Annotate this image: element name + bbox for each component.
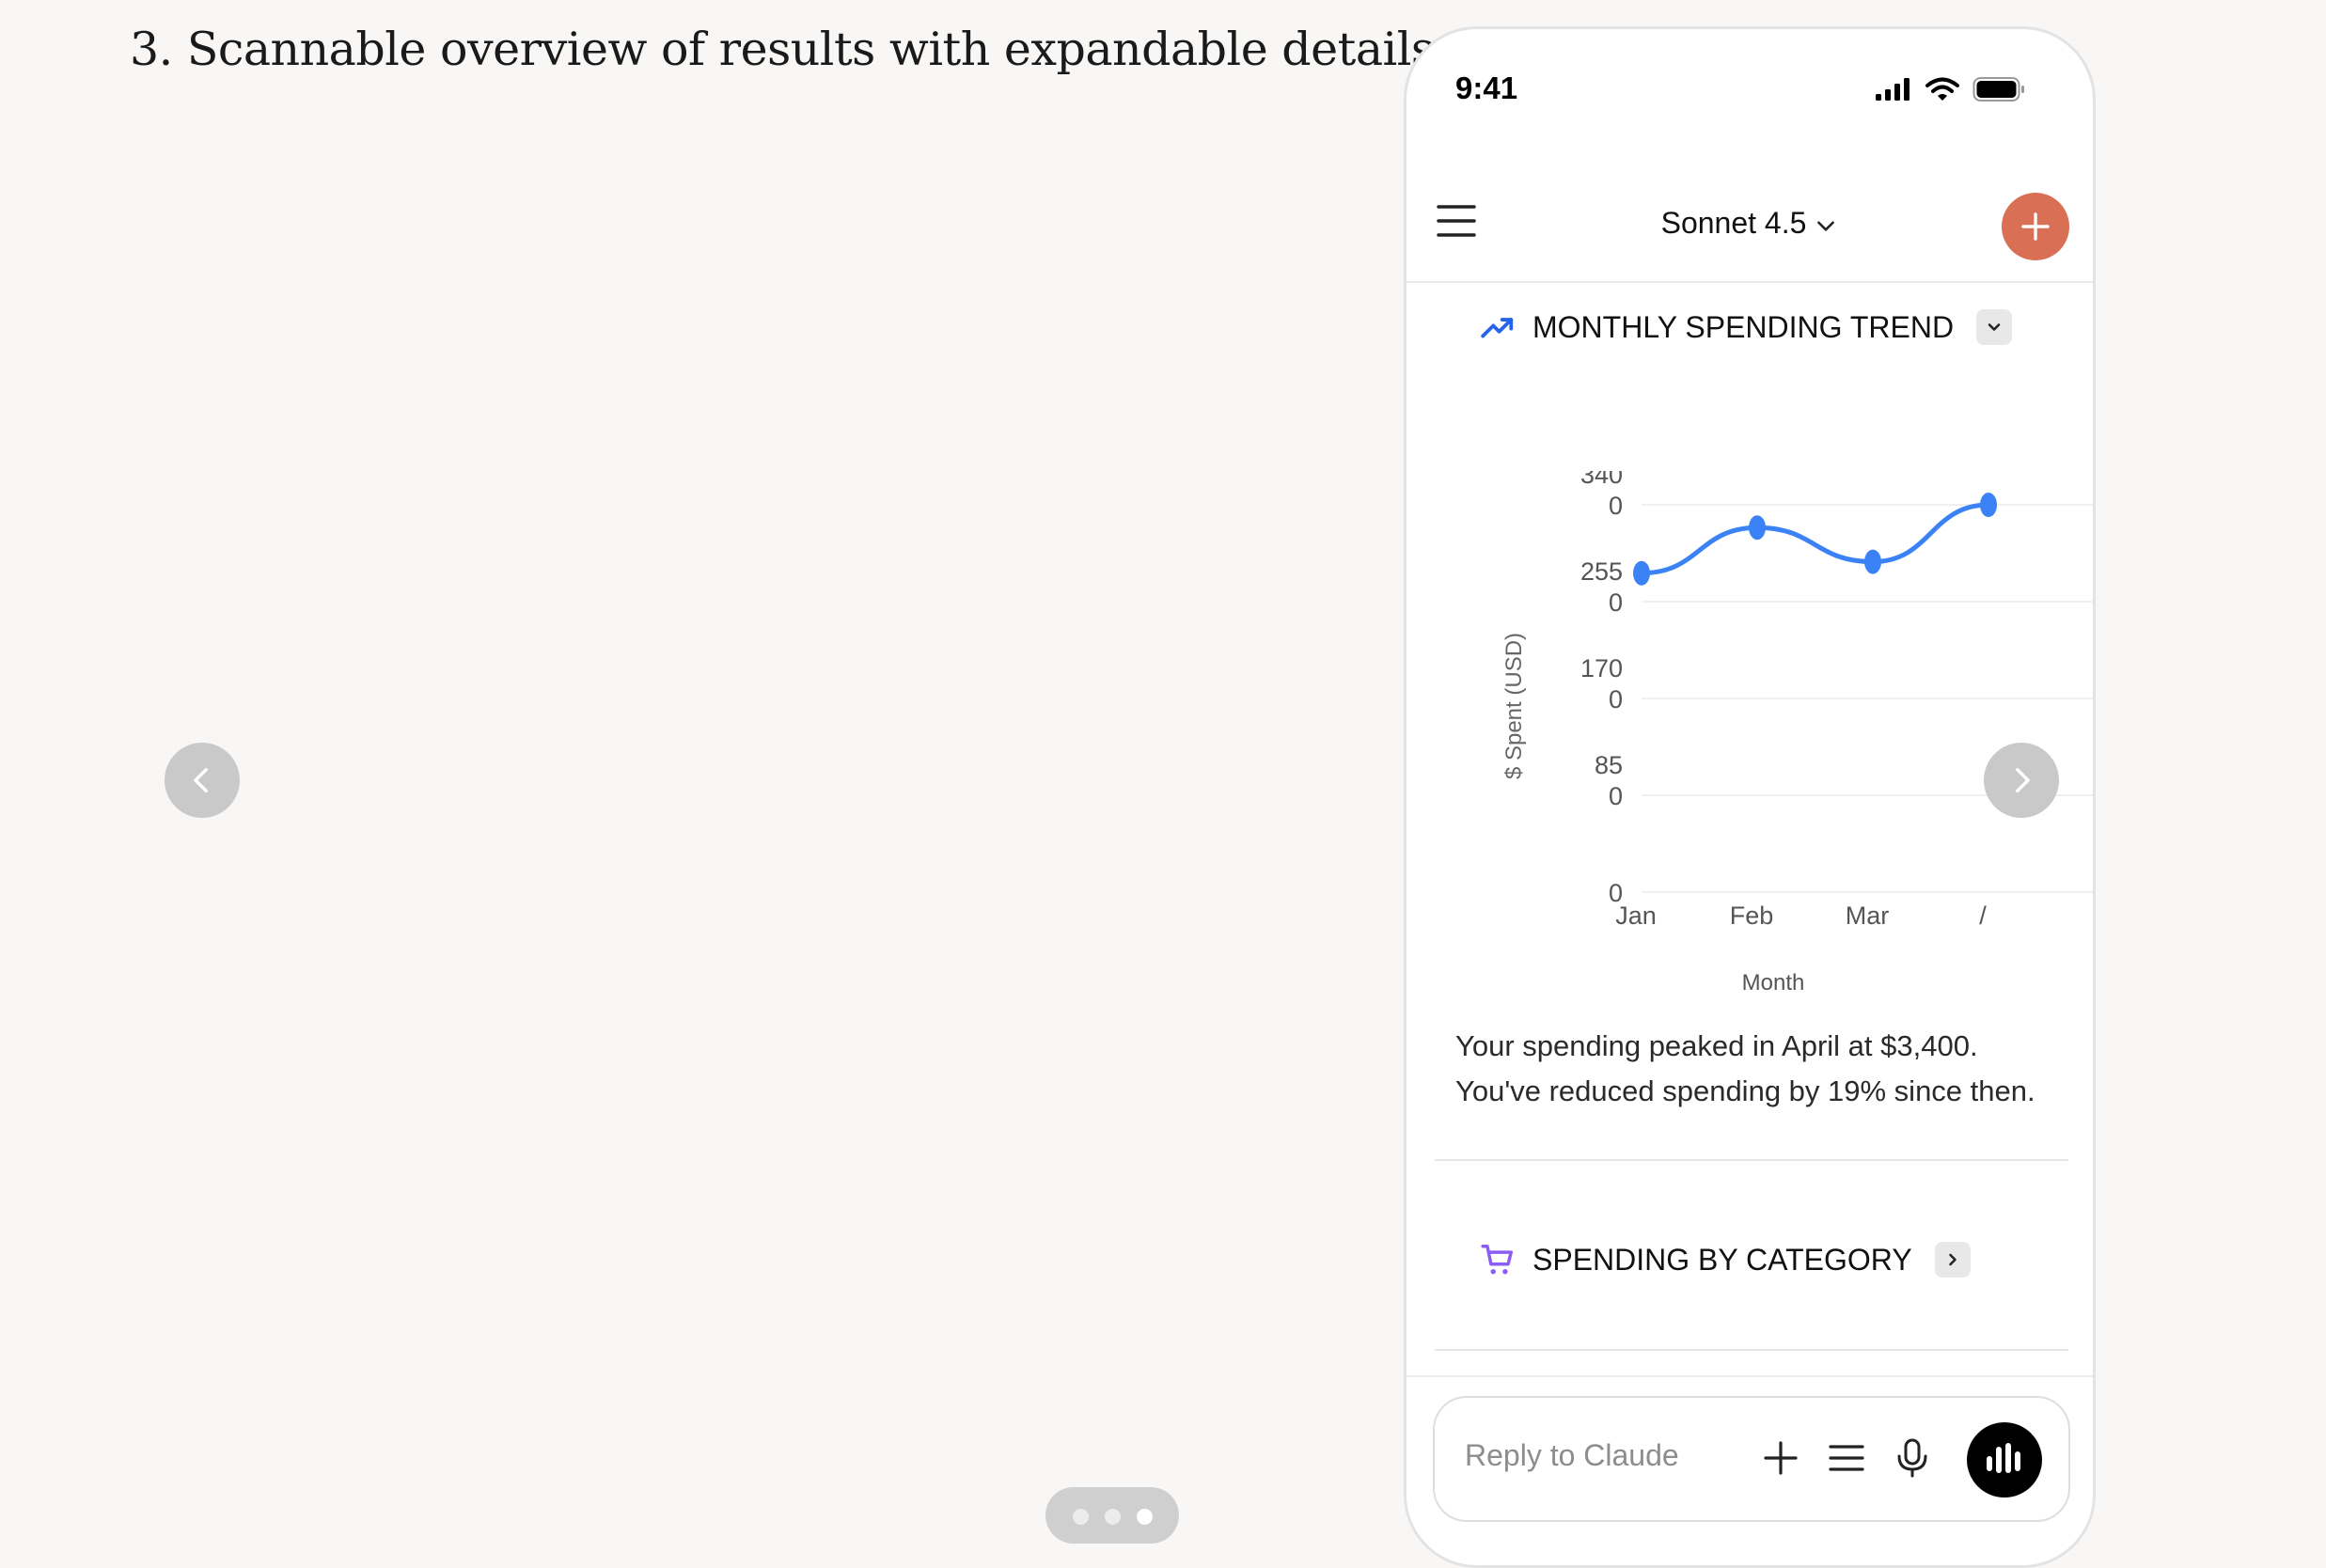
y-tick-label: 0 bbox=[1609, 782, 1623, 810]
x-tick-label: Mar bbox=[1846, 902, 1890, 930]
section-title: SPENDING BY CATEGORY bbox=[1532, 1242, 1912, 1277]
phone-frame: 9:41 Sonn bbox=[1404, 26, 2096, 1568]
section-spending-by-category[interactable]: SPENDING BY CATEGORY bbox=[1480, 1242, 1971, 1278]
y-tick-label: 85 bbox=[1595, 751, 1623, 779]
new-chat-button[interactable] bbox=[2002, 193, 2069, 260]
y-tick-label: 0 bbox=[1609, 685, 1623, 713]
section-divider bbox=[1435, 1159, 2068, 1161]
data-point bbox=[1749, 515, 1766, 541]
data-point bbox=[1980, 493, 1997, 517]
pagination-dot[interactable] bbox=[1104, 1509, 1121, 1525]
model-selector[interactable]: Sonnet 4.5 bbox=[1407, 206, 2093, 241]
expand-toggle[interactable] bbox=[1934, 1242, 1971, 1278]
pagination-dot[interactable] bbox=[1136, 1509, 1153, 1525]
y-tick-label: 255 bbox=[1580, 557, 1623, 586]
reply-box bbox=[1433, 1396, 2070, 1522]
reply-input[interactable] bbox=[1463, 1437, 1749, 1474]
y-tick-label: 0 bbox=[1609, 492, 1623, 520]
status-time: 9:41 bbox=[1455, 71, 1518, 105]
chevron-down-icon bbox=[1988, 323, 2001, 331]
next-slide-button[interactable] bbox=[1984, 743, 2059, 818]
y-axis-label: $ Spent (USD) bbox=[1501, 633, 1527, 779]
section-divider bbox=[1435, 1349, 2068, 1351]
wifi-icon bbox=[1925, 77, 1959, 101]
x-tick-label: Jan bbox=[1615, 902, 1657, 930]
menu-icon[interactable] bbox=[1437, 203, 1476, 239]
app-header: Sonnet 4.5 bbox=[1407, 161, 2093, 283]
microphone-icon[interactable] bbox=[1892, 1437, 1933, 1479]
model-name: Sonnet 4.5 bbox=[1660, 206, 1807, 240]
x-tick-label: / bbox=[1979, 902, 1987, 930]
collapse-toggle[interactable] bbox=[1976, 309, 2013, 345]
section-monthly-spending-trend[interactable]: MONTHLY SPENDING TREND bbox=[1480, 309, 2013, 345]
y-tick-label: 340 bbox=[1580, 471, 1623, 489]
cart-icon bbox=[1481, 1245, 1513, 1275]
y-tick-label: 0 bbox=[1609, 879, 1623, 907]
plus-icon bbox=[2021, 212, 2050, 241]
y-tick-label: 0 bbox=[1609, 588, 1623, 617]
x-axis-label: Month bbox=[1742, 970, 1805, 996]
chevron-left-icon bbox=[194, 767, 208, 793]
chevron-right-icon bbox=[2016, 767, 2030, 793]
status-bar: 9:41 bbox=[1407, 29, 2093, 151]
previous-slide-button[interactable] bbox=[165, 743, 240, 818]
section-title: MONTHLY SPENDING TREND bbox=[1532, 309, 1955, 344]
data-point bbox=[1633, 560, 1650, 586]
x-tick-label: Feb bbox=[1730, 902, 1774, 930]
pagination-dot[interactable] bbox=[1072, 1509, 1089, 1525]
audio-waveform-icon bbox=[1987, 1443, 2020, 1473]
add-attachment-icon[interactable] bbox=[1760, 1437, 1801, 1479]
data-point bbox=[1864, 549, 1881, 574]
y-tick-label: 170 bbox=[1580, 654, 1623, 682]
slide-caption: 3. Scannable overview of results with ex… bbox=[130, 23, 1435, 76]
trend-up-icon bbox=[1481, 318, 1514, 338]
chevron-down-icon bbox=[1817, 220, 1835, 231]
chevron-right-icon bbox=[1948, 1253, 1957, 1266]
battery-icon bbox=[1972, 77, 2024, 102]
options-icon[interactable] bbox=[1826, 1437, 1867, 1479]
series-line bbox=[1639, 502, 1991, 576]
carousel-pagination bbox=[1045, 1487, 1179, 1544]
chart-summary: Your spending peaked in April at $3,400.… bbox=[1455, 1029, 2035, 1107]
cellular-signal-icon bbox=[1876, 78, 1910, 101]
voice-mode-button[interactable] bbox=[1967, 1422, 2042, 1497]
